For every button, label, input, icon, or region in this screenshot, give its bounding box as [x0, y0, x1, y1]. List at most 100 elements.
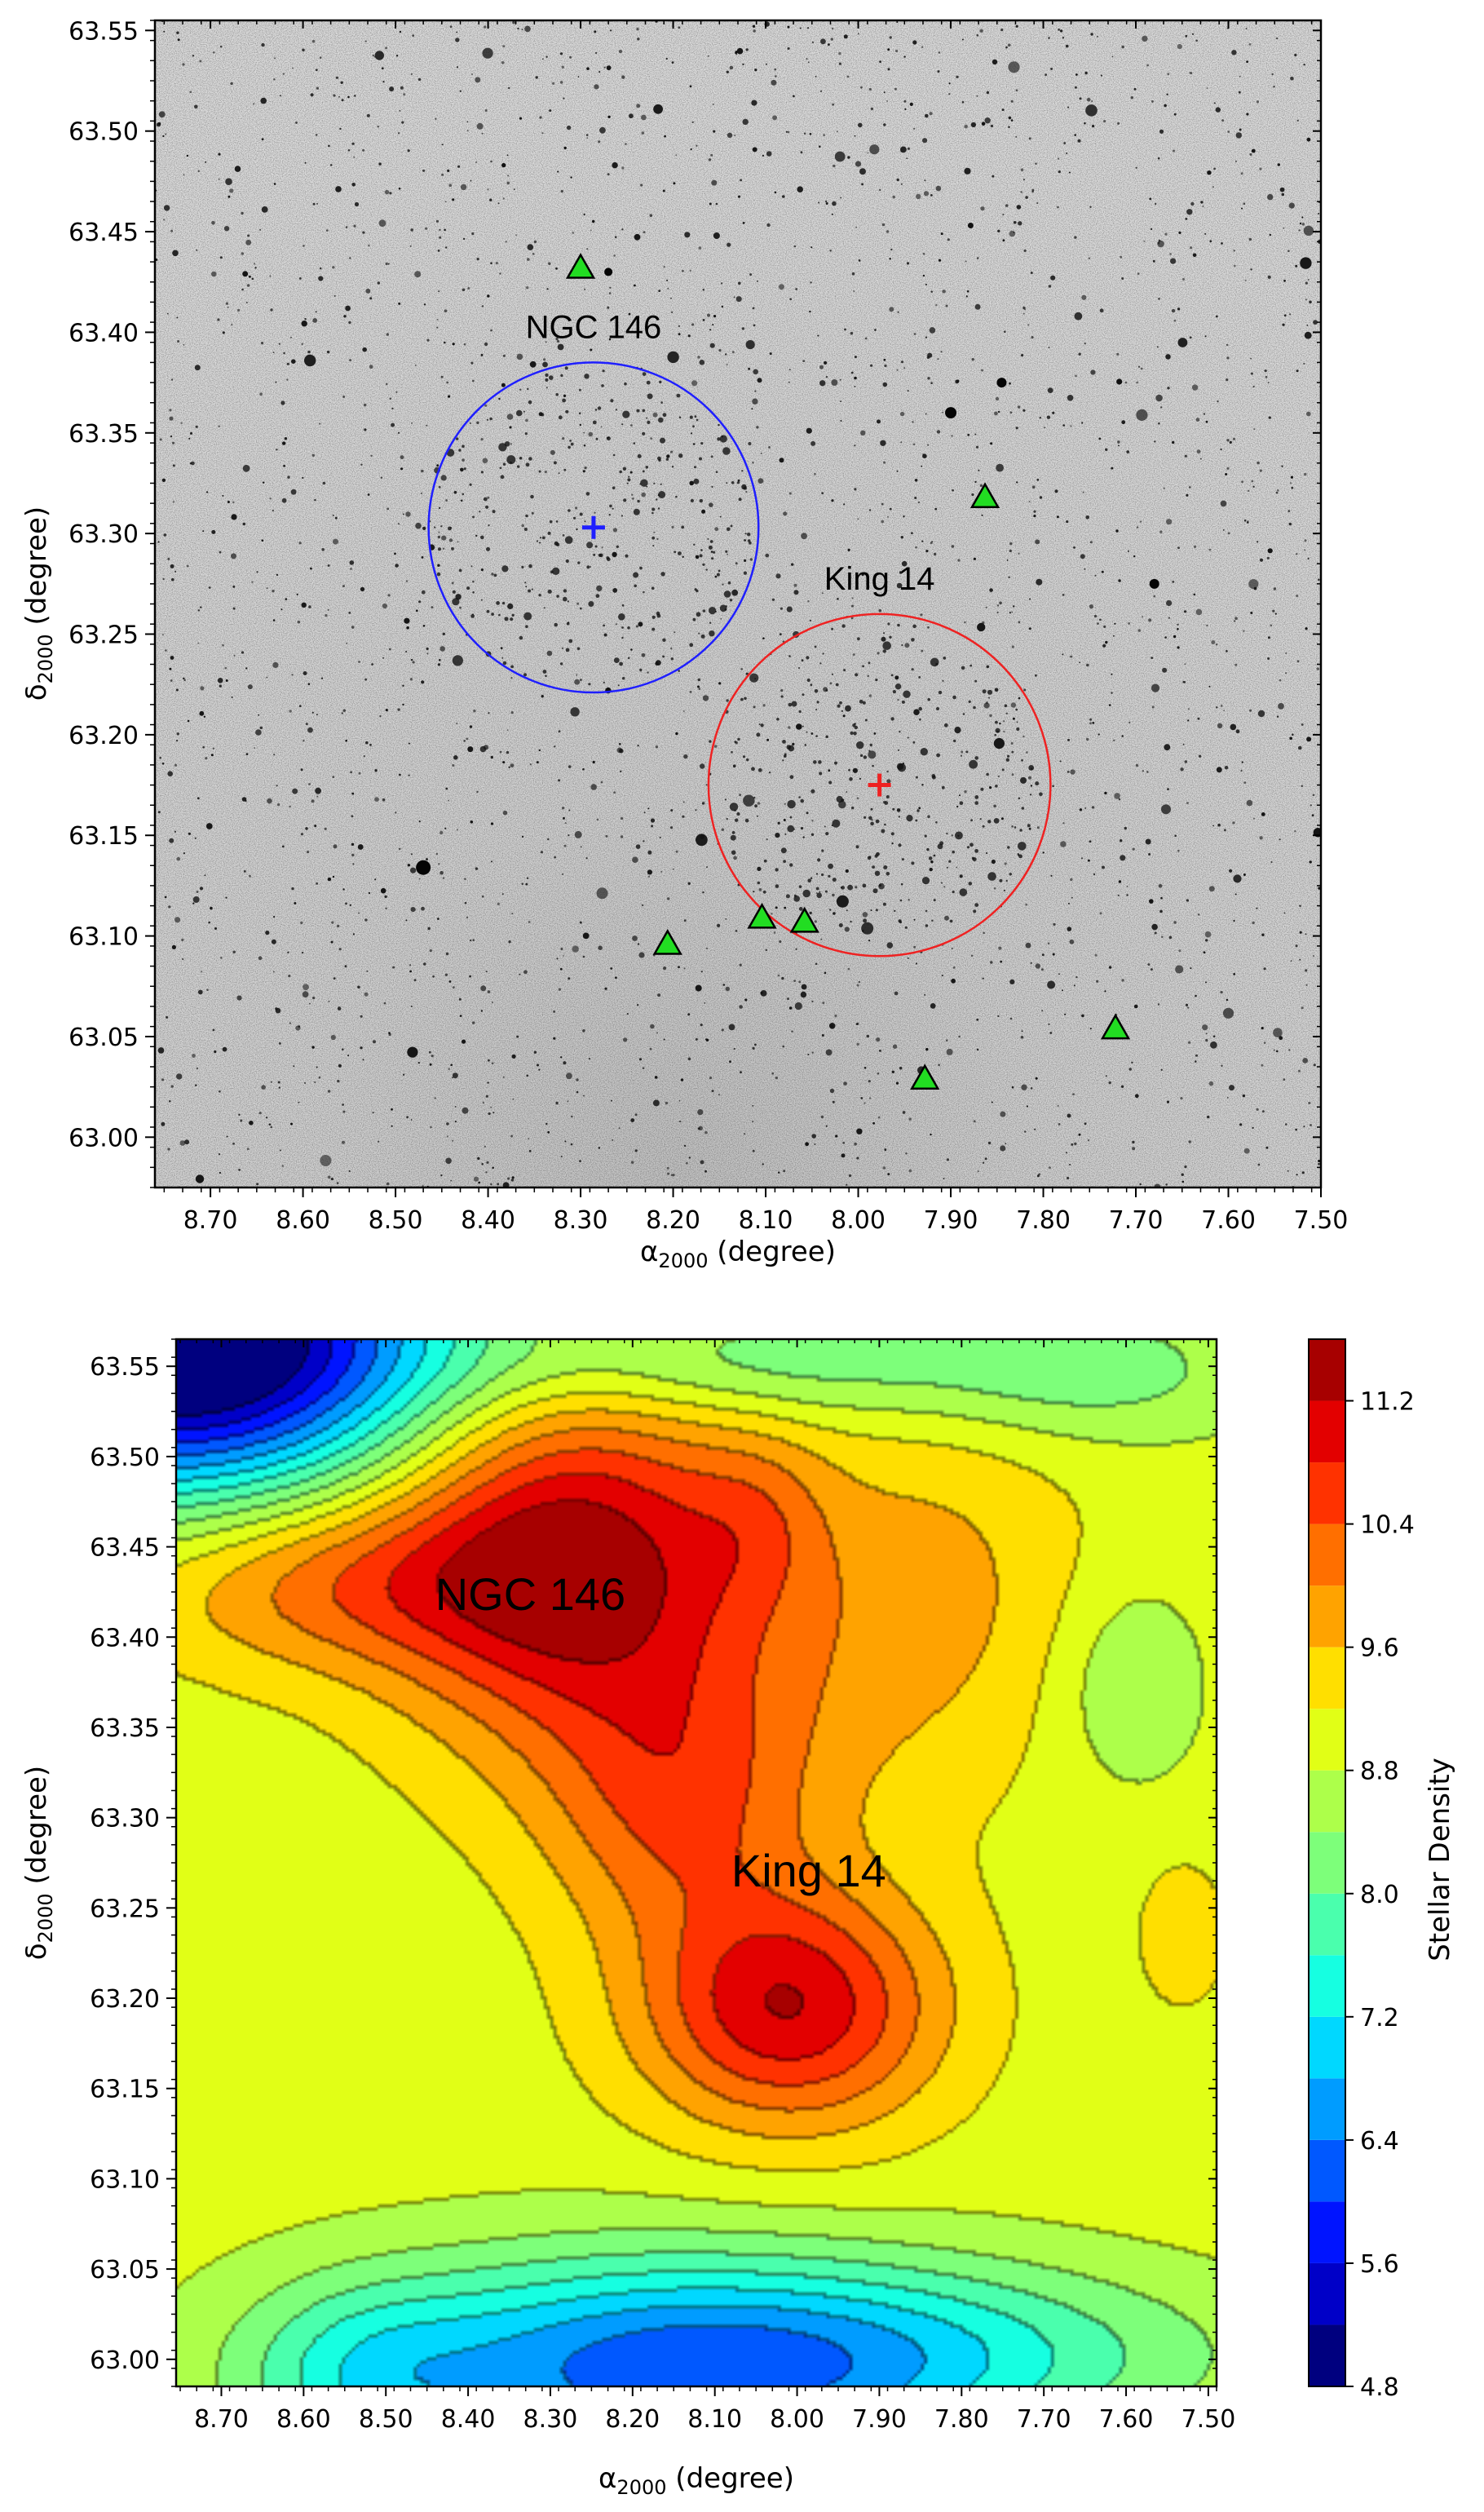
star	[651, 511, 654, 515]
star	[502, 1182, 510, 1187]
star	[528, 457, 532, 461]
star	[938, 259, 942, 262]
star	[1277, 489, 1279, 492]
star	[547, 838, 550, 841]
star	[634, 284, 636, 287]
star	[1168, 935, 1173, 940]
star	[610, 29, 612, 32]
star	[727, 553, 728, 555]
star	[996, 730, 999, 733]
star	[409, 678, 413, 681]
star	[1070, 655, 1073, 658]
star	[358, 912, 360, 914]
star	[938, 51, 941, 54]
star	[766, 151, 772, 157]
star	[1197, 717, 1200, 720]
star	[975, 445, 979, 449]
star	[713, 315, 717, 318]
star	[563, 97, 565, 100]
star	[524, 432, 528, 436]
star	[1148, 853, 1151, 856]
star	[1007, 754, 1010, 758]
star	[345, 902, 347, 905]
star	[616, 747, 623, 754]
star	[565, 409, 569, 414]
star	[1005, 1143, 1007, 1145]
star	[1013, 221, 1017, 224]
star	[174, 830, 176, 833]
star	[1182, 743, 1185, 745]
star	[345, 739, 348, 742]
star	[816, 892, 822, 899]
star	[961, 101, 965, 104]
star	[797, 186, 803, 192]
star	[222, 494, 224, 497]
star	[728, 1024, 735, 1031]
star	[729, 1060, 731, 1064]
star	[226, 1135, 228, 1138]
star	[1047, 980, 1056, 989]
star	[241, 252, 244, 255]
star	[788, 492, 792, 495]
star	[974, 679, 978, 683]
star	[1084, 1122, 1087, 1126]
star	[1071, 896, 1073, 899]
star	[486, 609, 490, 613]
star	[1048, 347, 1050, 348]
star	[576, 528, 578, 531]
star	[1300, 257, 1312, 269]
x-tick-label: 7.60	[1099, 2405, 1154, 2434]
star	[908, 1169, 912, 1173]
star	[405, 511, 411, 517]
star	[480, 599, 483, 601]
star	[746, 758, 749, 762]
star	[875, 909, 878, 912]
star	[656, 613, 661, 618]
star	[593, 553, 596, 556]
star	[401, 121, 404, 124]
star	[378, 1140, 380, 1143]
star	[1054, 489, 1058, 493]
star	[458, 568, 462, 573]
star	[718, 569, 721, 573]
star	[976, 95, 978, 97]
star	[678, 26, 681, 29]
star	[937, 70, 940, 73]
star	[683, 754, 688, 759]
star	[559, 662, 563, 666]
star	[1189, 486, 1191, 489]
star	[980, 206, 985, 211]
star	[353, 156, 356, 158]
star	[713, 551, 716, 554]
star	[883, 358, 886, 361]
star	[996, 463, 1004, 472]
star	[1182, 277, 1185, 281]
star	[353, 224, 356, 228]
star	[1067, 927, 1072, 931]
star	[362, 347, 368, 352]
star	[525, 418, 528, 422]
star	[698, 688, 701, 690]
x-tick-label: 8.50	[369, 1206, 423, 1235]
star	[817, 858, 821, 862]
star	[744, 533, 747, 535]
star	[418, 820, 421, 823]
star	[245, 753, 249, 755]
star	[1246, 60, 1248, 64]
star	[501, 601, 506, 605]
star	[1257, 1163, 1261, 1166]
star	[219, 256, 223, 259]
star	[1112, 635, 1115, 637]
star	[810, 833, 815, 836]
star	[1075, 975, 1078, 979]
star	[861, 183, 863, 186]
x-tick-label: 8.60	[276, 2405, 331, 2434]
star	[630, 1118, 635, 1122]
star	[429, 949, 432, 953]
star	[818, 760, 822, 764]
star	[448, 184, 452, 187]
star	[786, 745, 792, 750]
star	[1296, 595, 1299, 598]
x-tick-label: 7.70	[1017, 2405, 1071, 2434]
star	[542, 670, 547, 674]
